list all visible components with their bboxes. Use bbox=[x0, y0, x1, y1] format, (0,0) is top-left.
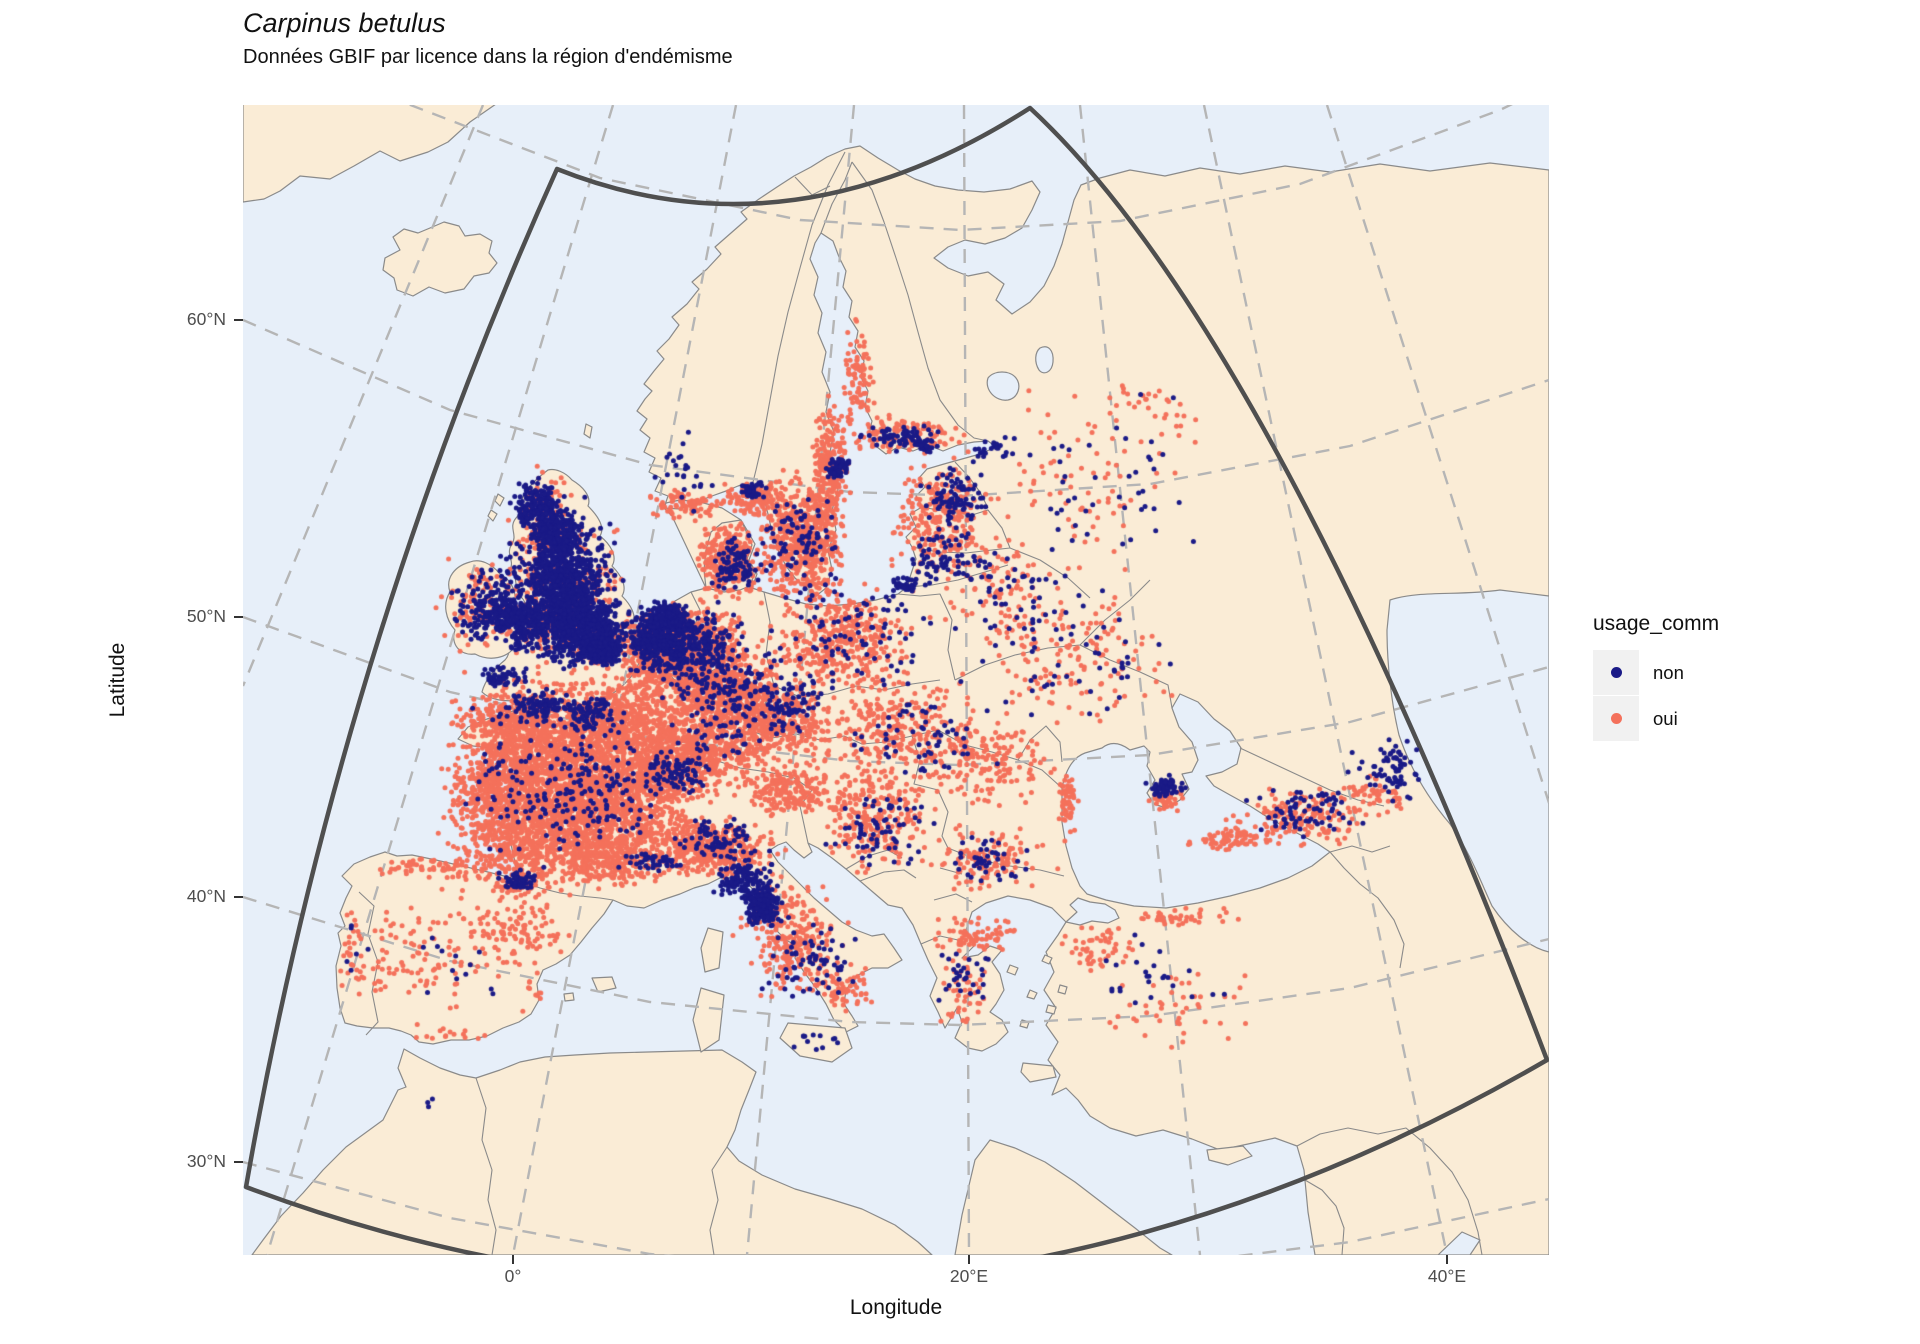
legend-item-non: non bbox=[1593, 650, 1719, 696]
legend-label-non: non bbox=[1653, 662, 1684, 683]
x-tick-40e: 40°E bbox=[1427, 1266, 1467, 1286]
land-ibiza bbox=[563, 992, 575, 1002]
non-dot-icon bbox=[1610, 667, 1622, 678]
y-tick-40n: 40°N bbox=[186, 886, 226, 906]
oui-dot-icon bbox=[1610, 713, 1622, 724]
legend-key-oui bbox=[1593, 696, 1639, 741]
y-tick-60n: 60°N bbox=[186, 309, 226, 329]
y-tick-50n: 50°N bbox=[186, 606, 226, 626]
legend-label-oui: oui bbox=[1653, 708, 1678, 729]
x-axis-title: Longitude bbox=[849, 1296, 943, 1319]
legend-key-non bbox=[1593, 650, 1639, 695]
legend-title: usage_comm bbox=[1593, 612, 1720, 635]
y-tick-30n: 30°N bbox=[186, 1151, 226, 1171]
x-tick-20e: 20°E bbox=[949, 1266, 989, 1286]
legend-item-oui: oui bbox=[1593, 696, 1719, 742]
y-axis-title: Latitude bbox=[106, 642, 129, 718]
legend: usage_comm non oui bbox=[1593, 612, 1719, 742]
x-tick-0: 0° bbox=[504, 1266, 522, 1286]
water-lake-onega bbox=[1035, 346, 1054, 374]
